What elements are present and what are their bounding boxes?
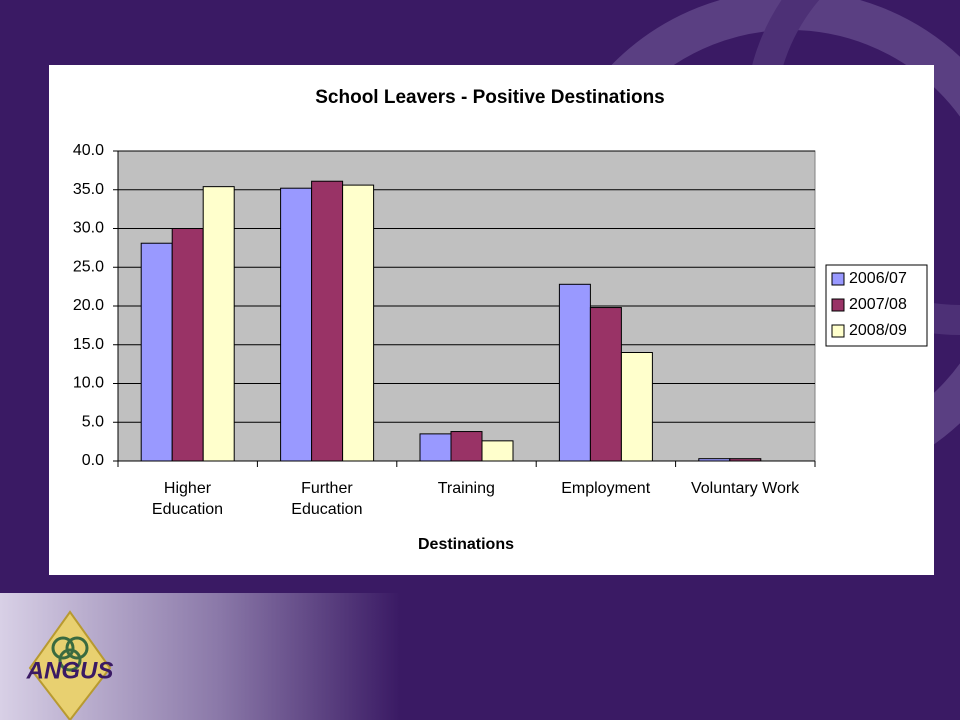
bar <box>589 307 622 462</box>
x-tick-label: Training <box>437 480 495 497</box>
x-tick-label: Further Education <box>291 480 363 518</box>
bar <box>311 180 344 462</box>
bar <box>342 184 375 462</box>
x-tick-label: Employment <box>561 480 651 497</box>
bar <box>729 458 762 462</box>
y-tick-label: 35.0 <box>73 181 104 198</box>
bar <box>481 440 514 462</box>
bar <box>419 433 452 462</box>
legend-swatch <box>831 324 845 338</box>
y-tick-label: 20.0 <box>73 297 104 314</box>
y-tick-label: 0.0 <box>82 452 104 469</box>
bar <box>171 228 204 462</box>
y-tick-label: 5.0 <box>82 413 104 430</box>
x-tick-label: Voluntary Work <box>690 480 800 497</box>
logo-text: ANGUS <box>26 657 114 684</box>
bar <box>280 187 313 462</box>
chart-title: School Leavers - Positive Destinations <box>315 87 665 108</box>
legend-swatch <box>831 272 845 286</box>
y-tick-label: 40.0 <box>73 142 104 159</box>
bar <box>698 458 731 462</box>
logo: ANGUS <box>26 610 114 720</box>
legend-label: 2007/08 <box>849 296 907 313</box>
y-tick-label: 10.0 <box>73 375 104 392</box>
legend-swatch <box>831 298 845 312</box>
x-axis-title: Destinations <box>418 536 514 553</box>
bar <box>558 283 591 462</box>
y-tick-label: 15.0 <box>73 336 104 353</box>
x-tick-label: Higher Education <box>151 480 224 518</box>
bar <box>140 242 173 462</box>
y-tick-label: 30.0 <box>73 220 104 237</box>
bar <box>450 431 483 462</box>
legend-label: 2008/09 <box>849 322 907 339</box>
legend-label: 2006/07 <box>849 270 907 287</box>
bar <box>202 186 235 462</box>
bar <box>620 352 653 462</box>
y-tick-label: 25.0 <box>73 258 104 275</box>
